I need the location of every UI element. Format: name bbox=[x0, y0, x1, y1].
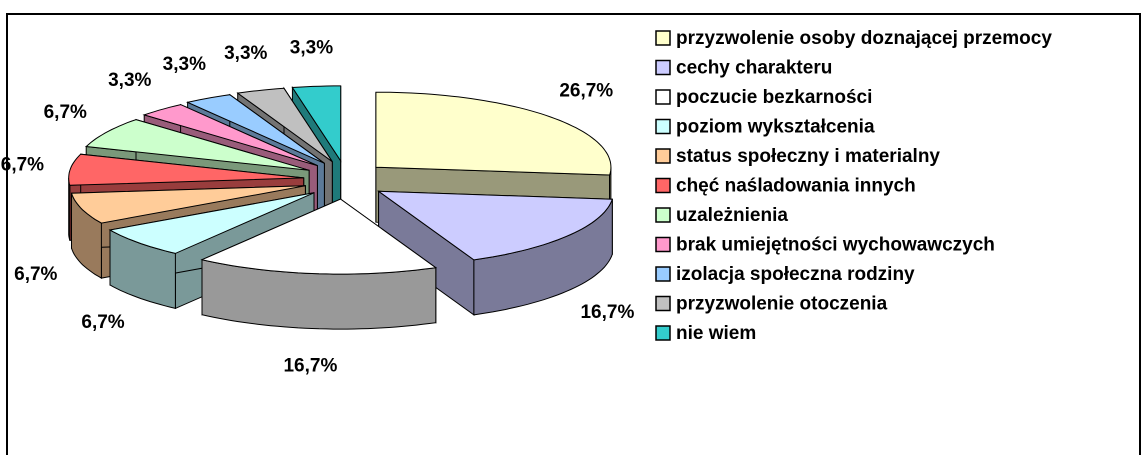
slice-side bbox=[68, 177, 71, 241]
data-label: 6,7% bbox=[81, 312, 124, 333]
slice-top bbox=[236, 87, 333, 163]
legend-swatch bbox=[655, 207, 671, 223]
legend-swatch bbox=[655, 89, 671, 105]
legend-label: poziom wykształcenia bbox=[676, 117, 875, 138]
legend-label: cechy charakteru bbox=[676, 58, 832, 79]
legend-label: przyzwolenie osoby doznającej przemocy bbox=[676, 28, 1052, 49]
legend-swatch bbox=[655, 177, 671, 194]
slice-top bbox=[376, 190, 614, 261]
slice bbox=[376, 190, 614, 316]
data-label: 6,7% bbox=[44, 102, 87, 123]
data-label: 26,7% bbox=[559, 81, 613, 102]
slice-top bbox=[68, 153, 304, 186]
legend-label: status społeczny i materialny bbox=[676, 146, 940, 167]
data-label: 6,7% bbox=[1, 154, 44, 175]
legend-label: izolacja społeczna rodziny bbox=[676, 264, 915, 285]
legend-swatch bbox=[655, 59, 671, 76]
legend-swatch bbox=[655, 148, 671, 164]
data-label: 3,3% bbox=[224, 43, 267, 64]
legend-swatch bbox=[655, 118, 671, 135]
data-label: 16,7% bbox=[283, 355, 337, 376]
legend-swatch bbox=[655, 325, 671, 341]
slice bbox=[200, 198, 438, 330]
legend-label: przyzwolenie otoczenia bbox=[676, 294, 888, 315]
data-label: 3,3% bbox=[108, 70, 151, 91]
slice-top bbox=[142, 104, 318, 167]
slice-top bbox=[85, 119, 310, 171]
slice-top bbox=[291, 85, 342, 163]
slice-top bbox=[200, 198, 438, 275]
slice-top bbox=[70, 185, 306, 224]
slice-top bbox=[185, 94, 325, 164]
legend-swatch bbox=[655, 266, 671, 282]
data-label: 3,3% bbox=[163, 54, 206, 75]
legend-label: brak umiejętności wychowawczych bbox=[676, 235, 995, 256]
slice-top bbox=[108, 192, 315, 254]
slice-top bbox=[375, 91, 612, 176]
legend-swatch bbox=[655, 295, 671, 312]
legend-label: uzależnienia bbox=[676, 205, 788, 226]
data-label: 6,7% bbox=[14, 264, 57, 285]
legend-swatch bbox=[655, 30, 671, 46]
legend-swatch bbox=[655, 236, 671, 253]
legend-label: chęć naśladowania innych bbox=[676, 176, 916, 197]
legend-label: poczucie bezkarności bbox=[676, 87, 872, 108]
data-label: 3,3% bbox=[290, 38, 333, 59]
legend-label: nie wiem bbox=[676, 323, 756, 344]
data-label: 16,7% bbox=[580, 302, 634, 323]
